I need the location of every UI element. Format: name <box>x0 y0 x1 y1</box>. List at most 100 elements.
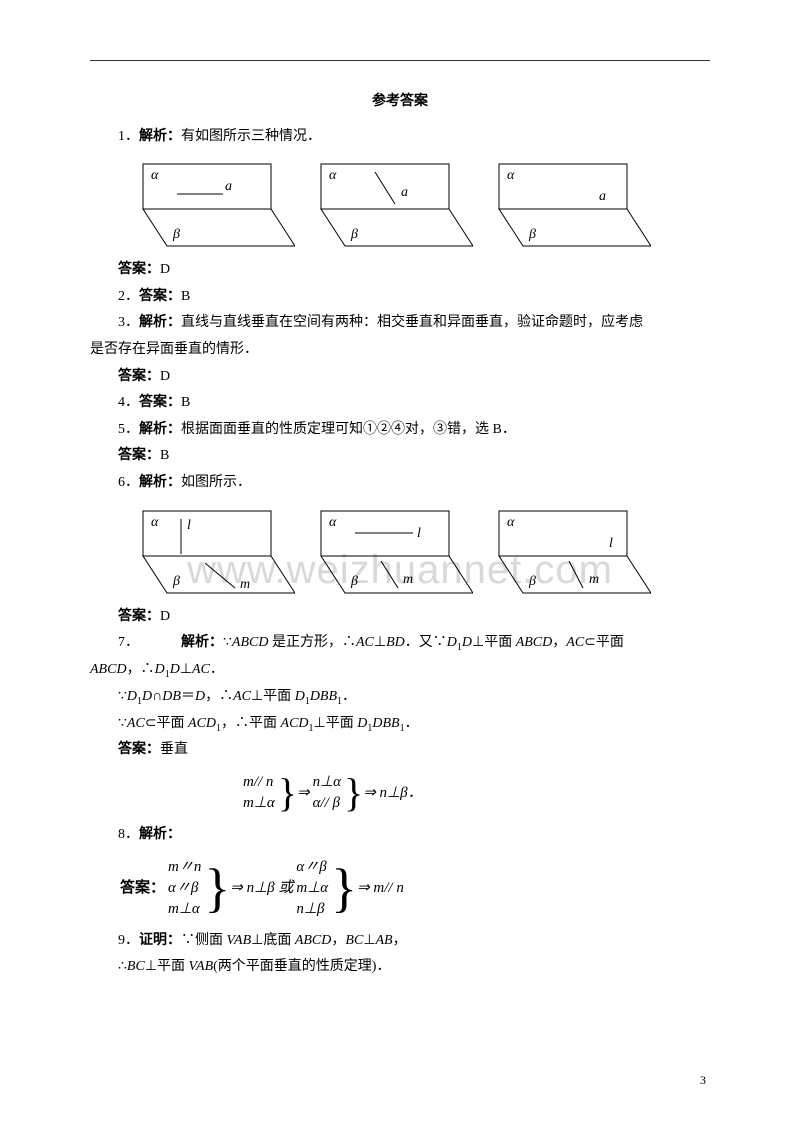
q2-num: 2． <box>118 289 139 304</box>
q8-m6: ⇒ n⊥β． <box>363 779 422 808</box>
svg-text:β: β <box>172 574 180 589</box>
q8-m1: m// n <box>243 772 275 793</box>
q6-head: 解析： <box>139 475 181 490</box>
q3-text: 直线与直线垂直在空间有两种：相交垂直和异面垂直，验证命题时，应考虑 <box>181 315 643 330</box>
q9l2-t4: VAB <box>189 959 214 974</box>
q7l4-t4: ACD <box>188 716 216 731</box>
q3-head: 解析： <box>139 315 181 330</box>
q9-num: 9． <box>118 933 139 948</box>
q9-head: 证明： <box>139 933 181 948</box>
q7-analysis: 7． 解析：∵ABCD 是正方形，∴AC⊥BD．又∵D1D⊥平面 ABCD，AC… <box>90 630 710 657</box>
q6-diagram-1: α β l m <box>125 503 295 598</box>
q7-line3: ∵D1D∩DB＝D，∴AC⊥平面 D1DBB1． <box>90 684 710 711</box>
q5-answer: 答案：B <box>90 443 710 470</box>
q1-answer: 答案：D <box>90 257 710 284</box>
q8-label-line: 8．解析： <box>90 822 710 849</box>
q3-num: 3． <box>118 315 139 330</box>
brace-icon: } <box>331 861 357 915</box>
svg-text:α: α <box>329 515 337 530</box>
svg-text:l: l <box>417 526 421 541</box>
q7l3-t9: AC <box>233 689 251 704</box>
q5-text: 根据面面垂直的性质定理可知①②④对，③错，选 B． <box>181 422 516 437</box>
q3-cont: 是否存在异面垂直的情形． <box>90 337 710 364</box>
svg-text:m: m <box>240 577 250 592</box>
q7l2-t4: D <box>170 662 180 677</box>
q1-head: 解析： <box>139 129 181 144</box>
q7-ans: 垂直 <box>160 742 188 757</box>
q1-ans: D <box>160 262 170 277</box>
q7-t10: ⊥平面 <box>472 635 516 650</box>
svg-text:α: α <box>329 168 337 183</box>
q7l4-t3: ⊂平面 <box>145 716 188 731</box>
q6-num: 6． <box>118 475 139 490</box>
top-rule <box>90 60 710 61</box>
q8-m4: n⊥α <box>313 772 341 793</box>
brace-icon: } <box>278 773 297 813</box>
q7l4-t5: ，∴平面 <box>221 716 281 731</box>
q9-t5: ， <box>331 933 345 948</box>
q1-num: 1． <box>118 129 139 144</box>
q7-t14: ⊂平面 <box>584 635 624 650</box>
q9-proof: 9．证明：∵侧面 VAB⊥底面 ABCD，BC⊥AB， <box>90 928 710 955</box>
q7l3-t5: DB <box>162 689 181 704</box>
q1-diagram-2: α β a <box>303 156 473 251</box>
q6-text: 如图所示． <box>181 475 251 490</box>
q2-ans-label: 答案： <box>139 289 181 304</box>
q6-ans-label: 答案： <box>118 609 160 624</box>
q3-analysis: 3．解析：直线与直线垂直在空间有两种：相交垂直和异面垂直，验证命题时，应考虑 <box>90 310 710 337</box>
q6-diagram-2: α β l m <box>303 503 473 598</box>
q8-m5: α// β <box>313 793 341 814</box>
q8-math-analysis: m// n m⊥α } ⇒ n⊥α α// β } ⇒ n⊥β． <box>240 770 710 816</box>
q1-text: 有如图所示三种情况． <box>181 129 321 144</box>
q8a-a5: α〃β <box>296 857 328 878</box>
q7l3-t3: D <box>142 689 152 704</box>
q4-ans-label: 答案： <box>139 395 181 410</box>
q7l3-t1: ∵ <box>118 689 127 704</box>
q7l4-t7: ⊥平面 <box>314 716 358 731</box>
q9-t6: BC <box>345 933 363 948</box>
brace-icon: } <box>344 773 363 813</box>
q4-num: 4． <box>118 395 139 410</box>
q7-t13: AC <box>566 635 584 650</box>
svg-text:α: α <box>507 515 515 530</box>
svg-text:α: α <box>151 168 159 183</box>
q7-t5: ⊥ <box>374 635 386 650</box>
q3-answer: 答案：D <box>90 364 710 391</box>
page-title: 参考答案 <box>90 89 710 116</box>
q7-t6: BD <box>386 635 405 650</box>
svg-text:α: α <box>151 515 159 530</box>
q7-line4: ∵AC⊂平面 ACD1，∴平面 ACD1⊥平面 D1DBB1． <box>90 711 710 738</box>
q8a-a8: ⇒ m// n <box>357 874 404 903</box>
q7-answer: 答案：垂直 <box>90 737 710 764</box>
q7l3-t11: D <box>295 689 305 704</box>
q7l3-t13: ． <box>342 689 356 704</box>
q6-ans: D <box>160 609 170 624</box>
q8-num: 8． <box>118 827 139 842</box>
q7-t11: ABCD <box>516 635 553 650</box>
q8a-a6: m⊥α <box>296 878 328 899</box>
svg-text:β: β <box>172 227 180 242</box>
page-number: 3 <box>700 1069 706 1092</box>
q8a-a4: ⇒ n⊥β 或 <box>230 874 293 903</box>
q9-t8: AB <box>375 933 392 948</box>
q8-ans-label: 答案： <box>120 874 165 903</box>
q5-head: 解析： <box>139 422 181 437</box>
q1-diagram-3: α β a <box>481 156 651 251</box>
q9-t3: ⊥底面 <box>251 933 295 948</box>
q5-num: 5． <box>118 422 139 437</box>
q9l2-t1: ∴ <box>118 959 127 974</box>
q9l2-t3: ⊥平面 <box>145 959 189 974</box>
q8-m3: ⇒ <box>297 779 310 808</box>
document-content: 参考答案 1．解析：有如图所示三种情况． α β a α β a α β a 答… <box>90 60 710 981</box>
q4-answer: 4．答案：B <box>90 390 710 417</box>
svg-text:m: m <box>403 572 413 587</box>
q6-analysis: 6．解析：如图所示． <box>90 470 710 497</box>
q8-head: 解析： <box>139 827 181 842</box>
q7l3-t12: DBB <box>310 689 337 704</box>
svg-text:a: a <box>401 185 408 200</box>
brace-icon: } <box>204 861 230 915</box>
q7-head: 解析： <box>181 635 223 650</box>
svg-text:β: β <box>350 227 358 242</box>
q7-line2: ABCD，∴D1D⊥AC． <box>90 657 710 684</box>
q2-answer: 2．答案：B <box>90 284 710 311</box>
